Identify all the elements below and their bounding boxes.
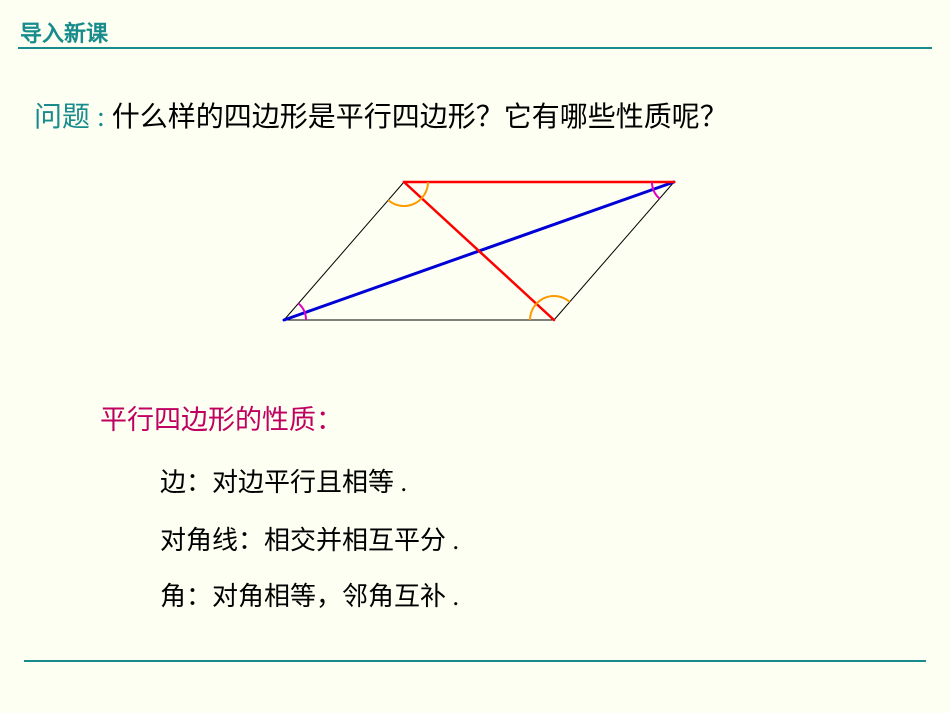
- diagram-svg: [274, 172, 685, 332]
- header-rule: [18, 47, 932, 49]
- question-body: 什么样的四边形是平行四边形？它有哪些性质呢？: [105, 102, 728, 133]
- footer-rule: [24, 660, 926, 662]
- property-diagonals: 对角线：相交并相互平分 .: [160, 520, 459, 557]
- property-edges: 边：对边平行且相等 .: [160, 462, 407, 499]
- header-text: 导入新课: [20, 21, 108, 46]
- parallelogram-diagram: [274, 172, 685, 332]
- question-label: 问题 :: [34, 102, 105, 133]
- properties-title: 平行四边形的性质：: [100, 398, 343, 437]
- question-line: 问题 : 什么样的四边形是平行四边形？它有哪些性质呢？: [34, 95, 728, 135]
- property-angles: 角：对角相等，邻角互补 .: [160, 576, 459, 613]
- section-header: 导入新课: [20, 16, 108, 48]
